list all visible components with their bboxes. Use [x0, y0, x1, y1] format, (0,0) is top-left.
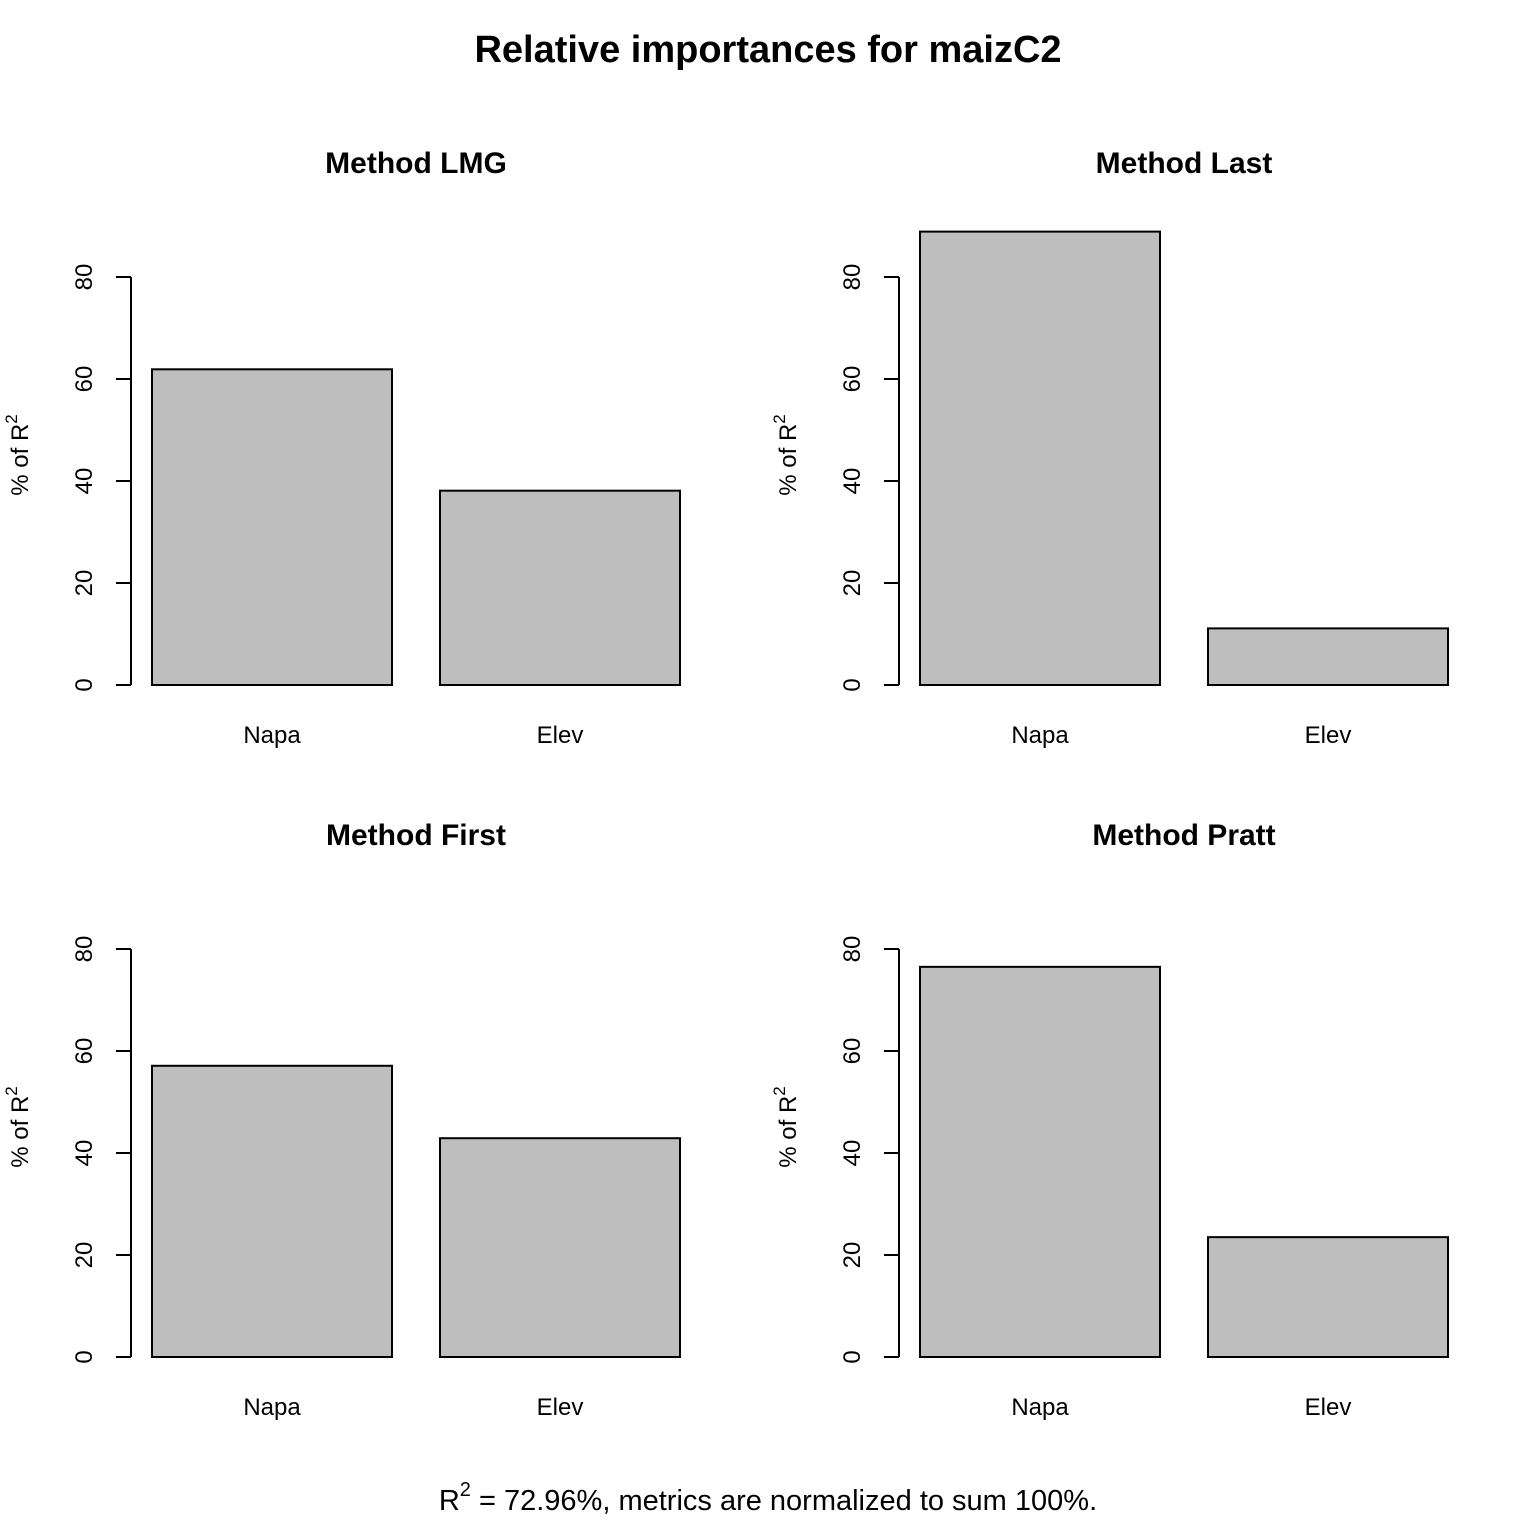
bar-napa: [151, 368, 393, 686]
bar-napa: [919, 965, 1161, 1358]
y-tick-label: 20: [839, 570, 866, 597]
y-tick-label: 80: [839, 936, 866, 963]
bar-elev: [439, 1137, 681, 1358]
y-tick-label: 20: [71, 570, 98, 597]
y-axis-label-text: % of R: [7, 424, 34, 496]
y-tick-label: 0: [71, 1350, 98, 1363]
x-tick-label: Elev: [537, 1394, 584, 1421]
footer-text: = 72.96%, metrics are normalized to sum …: [471, 1485, 1097, 1517]
x-tick-label: Napa: [1011, 722, 1069, 749]
panel-title: Method Pratt: [1092, 819, 1275, 852]
x-tick-label: Elev: [537, 722, 584, 749]
y-tick-label: 60: [71, 366, 98, 393]
y-tick-label: 0: [71, 678, 98, 691]
y-tick-label: 60: [839, 1038, 866, 1065]
chart-panel-0: Method LMG Napa Elev 0 20 40 60 80 % of R2: [2, 147, 681, 749]
bar-elev: [439, 489, 681, 686]
figure-footer: R2 = 72.96%, metrics are normalized to s…: [439, 1479, 1097, 1517]
bar-elev: [1207, 1236, 1449, 1359]
x-tick-label: Napa: [243, 722, 301, 749]
y-tick-label: 60: [71, 1038, 98, 1065]
chart-panel-3: Method Pratt Napa Elev 0 20 40 60 80 % of R2: [770, 819, 1449, 1421]
y-axis-label-superscript: 2: [770, 1086, 789, 1095]
y-tick-label: 60: [839, 366, 866, 393]
y-tick-label: 20: [839, 1242, 866, 1269]
y-axis-label: % of R2: [2, 1086, 34, 1168]
y-axis-label-superscript: 2: [770, 414, 789, 423]
y-axis-label-text: % of R: [7, 1096, 34, 1168]
y-tick-label: 40: [71, 468, 98, 495]
bar-napa: [151, 1064, 393, 1359]
x-tick-label: Napa: [1011, 1394, 1069, 1421]
chart-panel-1: Method Last Napa Elev 0 20 40 60 80 % of R2: [770, 147, 1449, 749]
y-axis-label-superscript: 2: [2, 414, 21, 423]
panel-title: Method First: [326, 819, 506, 852]
y-tick-label: 80: [71, 264, 98, 291]
y-tick-label: 0: [839, 1350, 866, 1363]
panel-title: Method Last: [1096, 147, 1273, 180]
x-tick-label: Elev: [1305, 1394, 1352, 1421]
y-tick-label: 40: [839, 468, 866, 495]
panel-title: Method LMG: [325, 147, 507, 180]
y-axis-label: % of R2: [770, 1086, 802, 1168]
footer-superscript: 2: [460, 1479, 471, 1501]
figure-title: Relative importances for maizC2: [474, 29, 1061, 71]
y-tick-label: 40: [71, 1140, 98, 1167]
y-tick-label: 0: [839, 678, 866, 691]
y-axis-label-text: % of R: [775, 424, 802, 496]
y-tick-label: 40: [839, 1140, 866, 1167]
bar-napa: [919, 230, 1161, 687]
x-tick-label: Elev: [1305, 722, 1352, 749]
footer-r: R: [439, 1485, 460, 1517]
y-tick-label: 80: [839, 264, 866, 291]
chart-panel-2: Method First Napa Elev 0 20 40 60 80 % of R2: [2, 819, 681, 1421]
y-axis-label-superscript: 2: [2, 1086, 21, 1095]
y-axis-label: % of R2: [770, 414, 802, 496]
x-tick-label: Napa: [243, 1394, 301, 1421]
y-axis-label: % of R2: [2, 414, 34, 496]
bar-elev: [1207, 627, 1449, 687]
y-tick-label: 80: [71, 936, 98, 963]
y-axis-label-text: % of R: [775, 1096, 802, 1168]
y-tick-label: 20: [71, 1242, 98, 1269]
